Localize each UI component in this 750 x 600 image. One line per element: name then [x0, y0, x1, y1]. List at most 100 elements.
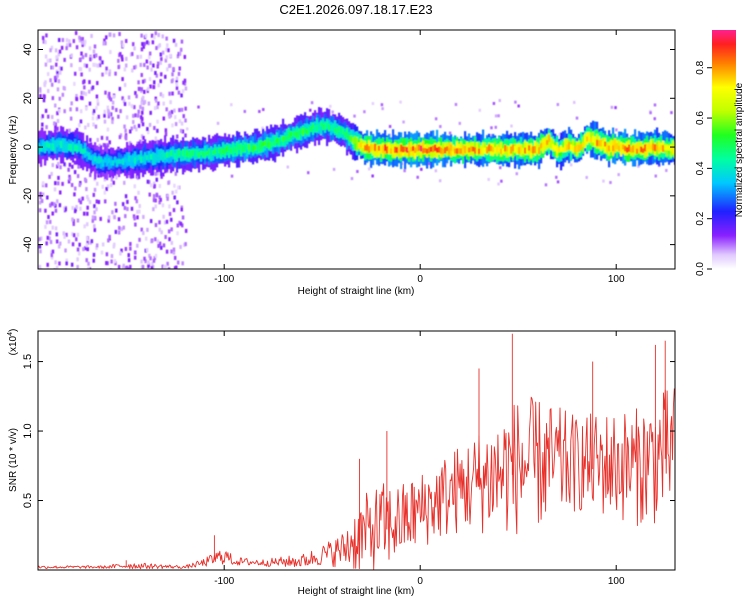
spectrogram-noise-cell [136, 243, 139, 248]
spectrogram-noise-cell [653, 117, 657, 121]
spectrogram-noise-cell [153, 125, 156, 130]
spectrogram-noise-cell [83, 177, 87, 182]
spectrogram-noise-cell [124, 39, 128, 44]
spectrogram-noise-cell [68, 39, 71, 44]
spectrogram-noise-cell [185, 127, 189, 131]
spectrogram-noise-cell [184, 86, 188, 91]
spectrogram-noise-cell [494, 114, 498, 118]
colorbar-label: Normalized spectral amplitude [734, 82, 745, 217]
spectrogram-ridge-cell [186, 149, 189, 158]
spectrogram-noise-cell [41, 181, 45, 186]
spectrogram-ridge-cell [462, 148, 465, 154]
spectrogram-noise-cell [118, 135, 122, 140]
spectrogram-noise-cell [172, 247, 176, 252]
spectrogram-ridge-cell [444, 147, 447, 154]
spectrogram-noise-cell [146, 88, 149, 93]
spectrogram-noise-cell [165, 36, 168, 41]
spectrogram-noise-cell [67, 239, 71, 244]
spectrogram-noise-cell [108, 69, 112, 74]
spectrogram-noise-cell [154, 136, 158, 141]
spectrogram-noise-cell [41, 35, 45, 40]
spectrogram-ridge-cell [502, 148, 505, 155]
spectrogram-ridge-cell [254, 144, 257, 151]
spectrogram-noise-cell [137, 109, 140, 114]
spectrogram-noise-cell [110, 259, 113, 264]
spectrogram-ridge-cell [570, 144, 573, 151]
spectrogram-noise-cell [143, 78, 146, 83]
spectrogram-noise-cell [141, 106, 145, 111]
spectrogram-ridge-cell [230, 147, 233, 154]
spectrogram-noise-cell [654, 174, 658, 178]
spectrogram-noise-cell [151, 261, 154, 266]
spectrogram-noise-cell [68, 43, 72, 48]
spectrogram-noise-cell [120, 227, 124, 232]
spectrogram-noise-cell [70, 262, 74, 267]
spectrogram-noise-cell [104, 41, 107, 46]
spectrogram-noise-cell [79, 57, 82, 62]
spectrogram-ridge-cell [336, 127, 339, 135]
spectrogram-ridge-cell [126, 158, 129, 165]
spectrogram-noise-cell [69, 116, 73, 121]
spectrogram-ridge-cell [488, 144, 491, 152]
spectrogram-noise-cell [87, 197, 90, 202]
spectrogram-noise-cell [216, 121, 220, 125]
spectrogram-noise-cell [58, 49, 62, 54]
spectrogram-noise-cell [117, 230, 121, 235]
spectrogram-noise-cell [57, 244, 61, 249]
spectrogram-noise-cell [56, 181, 60, 186]
spectrogram-ridge-cell [598, 140, 601, 147]
spectrogram-noise-cell [97, 114, 100, 119]
spectrogram-noise-cell [152, 207, 155, 212]
spectrogram-noise-cell [45, 220, 49, 225]
spectrogram-noise-cell [46, 58, 50, 63]
spectrogram-noise-cell [149, 219, 153, 224]
spectrogram-ridge-cell [302, 128, 305, 136]
spectrogram-noise-cell [173, 183, 176, 188]
spectrogram-noise-cell [181, 223, 184, 228]
spectrogram-noise-cell [76, 232, 80, 237]
spectrogram-ridge-cell [380, 145, 383, 153]
spectrogram-noise-cell [106, 127, 110, 132]
spectrogram-noise-cell [156, 61, 160, 66]
spectrogram-noise-cell [140, 259, 143, 264]
spectrogram-noise-cell [161, 203, 165, 208]
spectrogram-noise-cell [56, 71, 59, 76]
spectrogram-noise-cell [149, 256, 152, 261]
spectrogram-ridge-cell [612, 145, 615, 152]
spectrogram-ridge-cell [202, 150, 205, 158]
spectrogram-noise-cell [177, 185, 180, 190]
spectrogram-ridge-cell [102, 159, 105, 167]
spectrogram-ridge-cell [370, 144, 373, 151]
spectrogram-noise-cell [63, 57, 66, 62]
spectrogram-noise-cell [42, 39, 46, 44]
spectrogram-noise-cell [171, 72, 174, 77]
spectrogram-noise-cell [158, 184, 162, 189]
spectrogram-noise-cell [154, 204, 158, 209]
spectrogram-ridge-cell [88, 152, 91, 160]
spectrogram-ridge-cell [222, 148, 225, 154]
spectrogram-noise-cell [180, 39, 184, 44]
spectrogram-noise-cell [558, 132, 561, 136]
spectrogram-noise-cell [178, 108, 181, 113]
spectrogram-noise-cell [80, 51, 83, 56]
spectrogram-noise-cell [49, 203, 52, 208]
spectrogram-noise-cell [178, 119, 182, 124]
spectrogram-noise-cell [158, 227, 161, 232]
spectrogram-noise-cell [98, 63, 102, 68]
spectrogram-ridge-cell [508, 146, 511, 154]
spectrogram-noise-cell [165, 219, 169, 224]
spectrogram-noise-cell [86, 205, 89, 210]
spectrogram-ridge-cell [506, 146, 509, 152]
spectrogram-noise-cell [152, 85, 156, 90]
spectrogram-ridge-cell [90, 155, 93, 160]
spectrogram-noise-cell [150, 67, 153, 72]
spectrogram-noise-cell [58, 203, 62, 208]
spectrogram-ridge-cell [458, 148, 461, 154]
spectrogram-ridge-cell [68, 143, 71, 151]
spectrogram-noise-cell [332, 167, 336, 171]
spectrogram-noise-cell [81, 196, 84, 201]
spectrogram-noise-cell [173, 115, 177, 120]
colorbar-tick-label: 0.6 [695, 111, 706, 125]
spectrogram-noise-cell [230, 174, 234, 178]
spectrogram-noise-cell [51, 163, 55, 168]
